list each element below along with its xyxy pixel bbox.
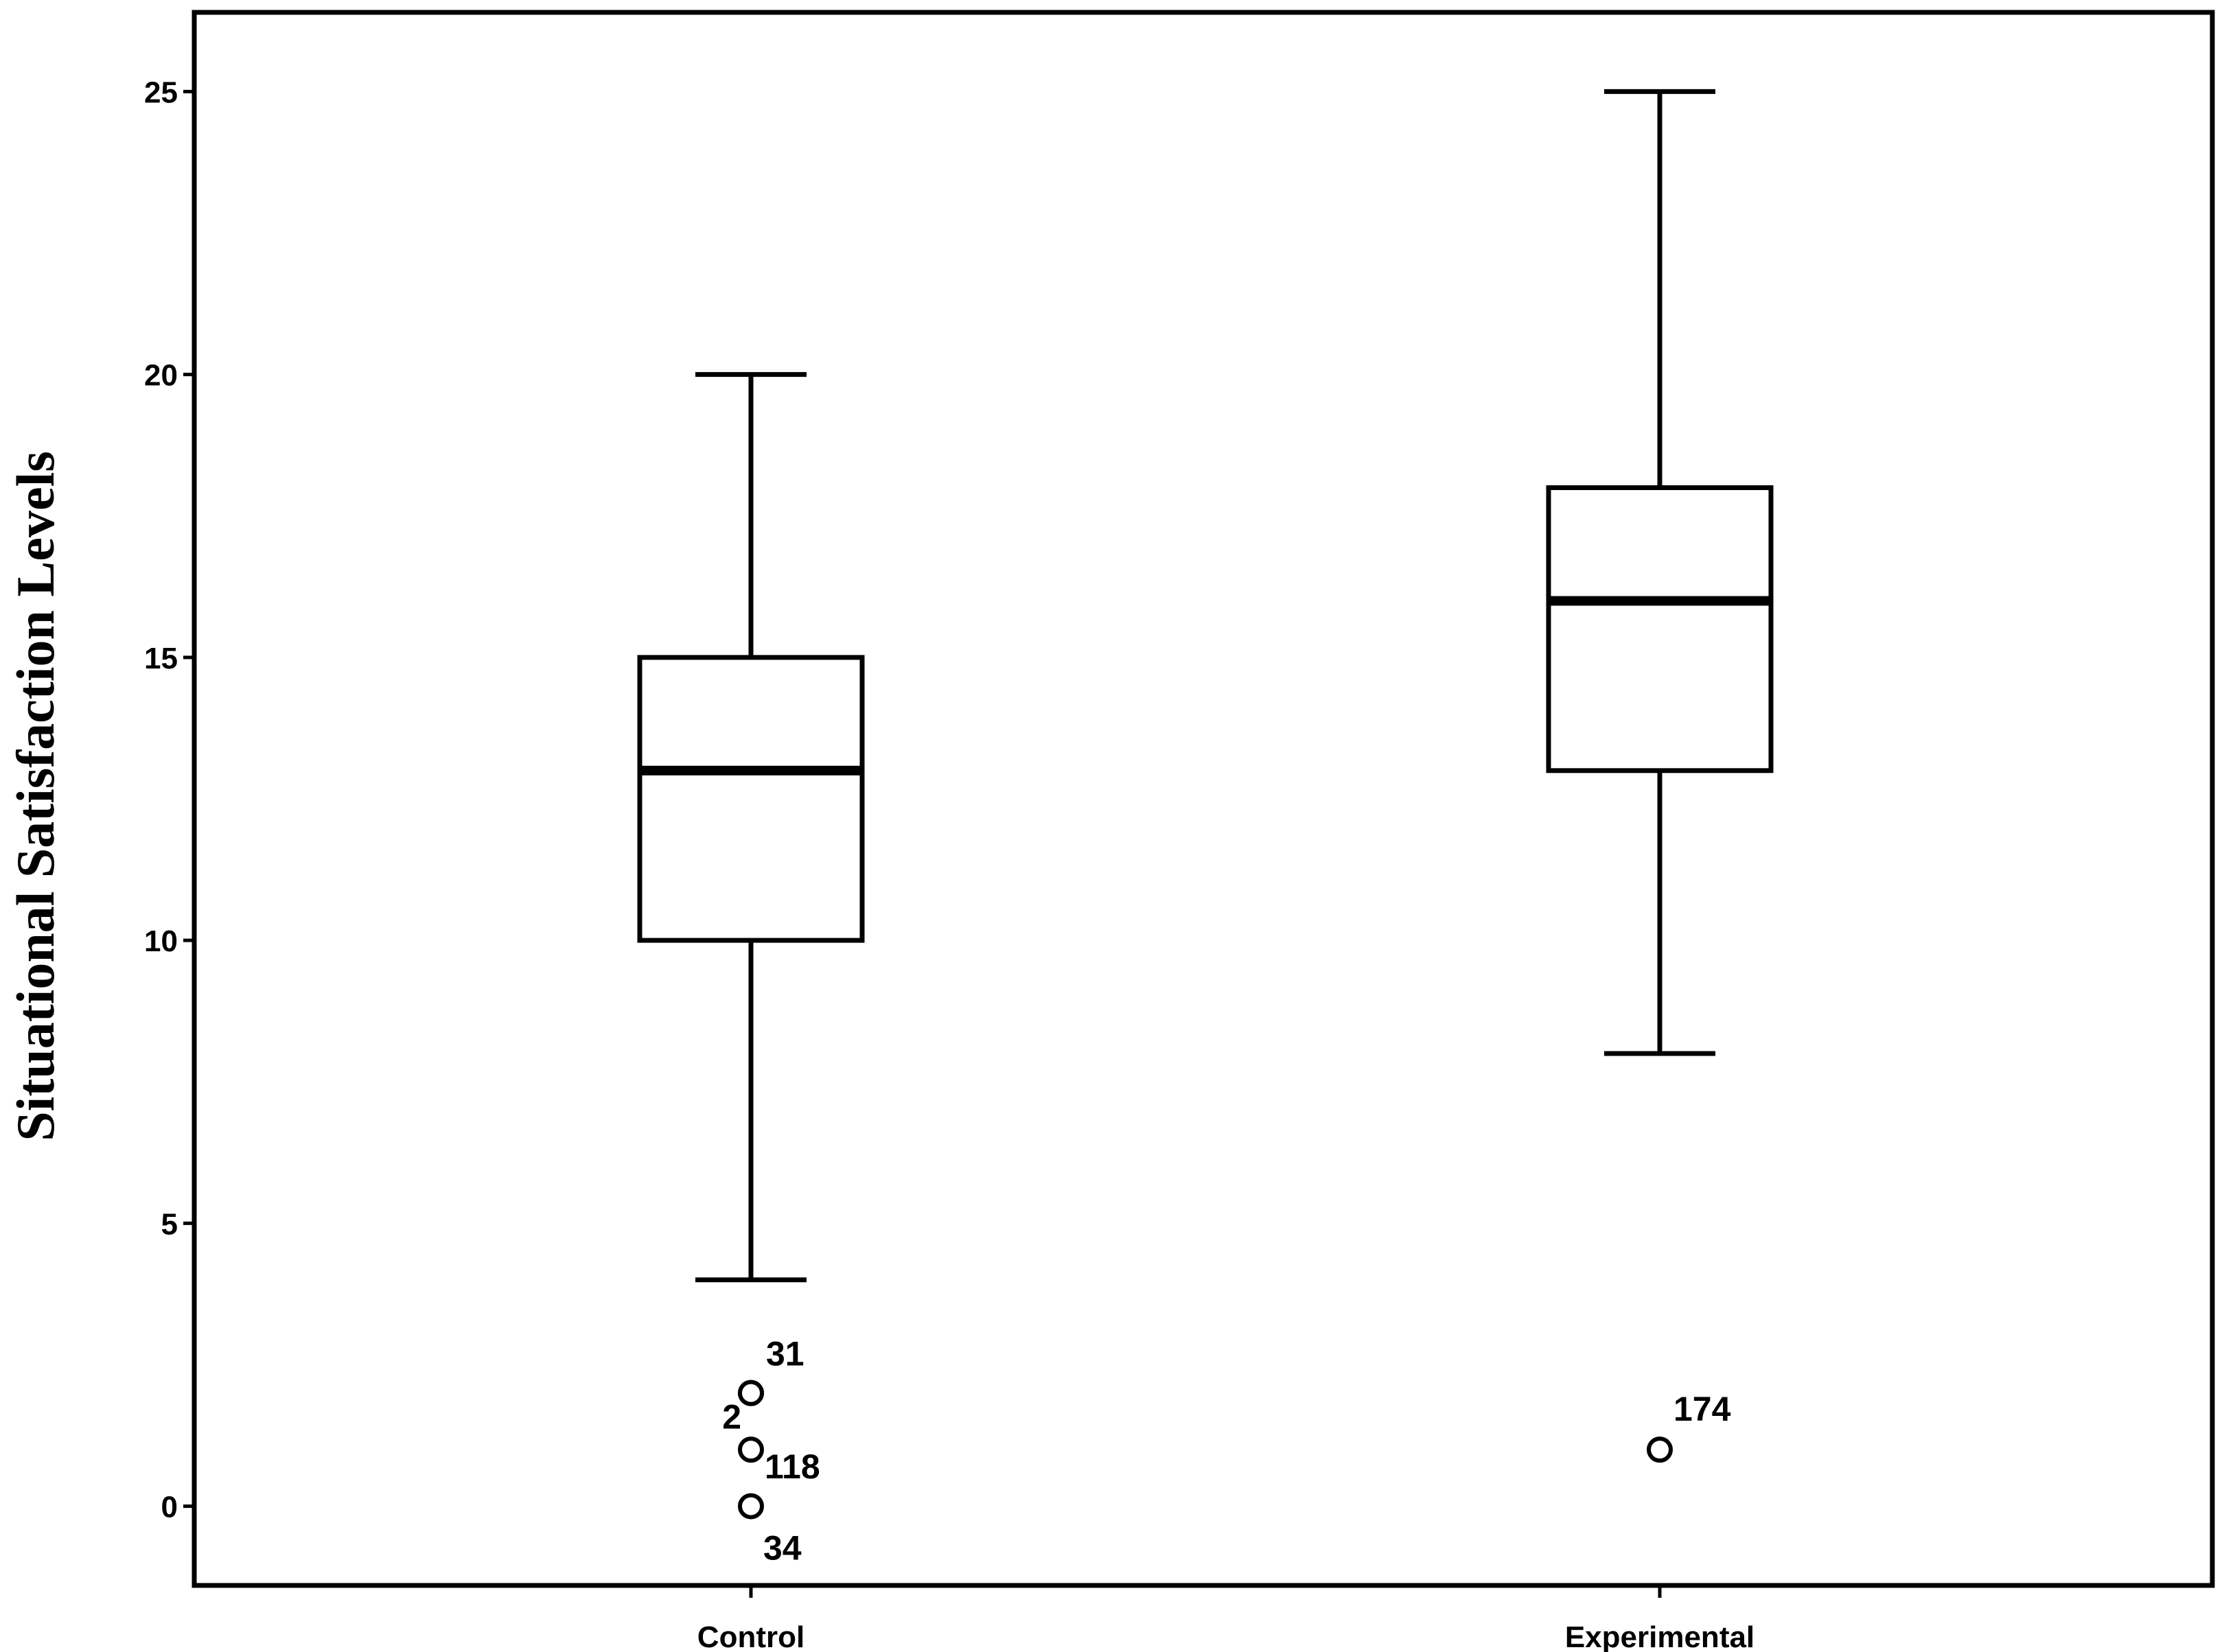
y-axis: 0 5 10 15 20 25: [144, 75, 194, 1524]
y-tick-label: 20: [144, 359, 178, 393]
y-tick-label: 0: [161, 1491, 178, 1524]
outlier-label: 174: [1673, 1390, 1731, 1428]
y-tick-label: 25: [144, 75, 178, 109]
x-tick-label: Experimental: [1565, 1620, 1754, 1652]
iqr-box: [1546, 485, 1774, 773]
outlier-label: 31: [766, 1335, 804, 1373]
boxes-layer: 31 2 118 34 174: [637, 89, 1774, 1568]
outlier-point: [738, 1493, 764, 1520]
y-tick-label: 5: [161, 1207, 178, 1241]
y-axis-title: Situational Satisfaction Levels: [5, 451, 65, 1141]
outlier-label: 34: [763, 1529, 802, 1568]
outlier-point: [1647, 1436, 1673, 1463]
y-tick-label: 15: [144, 642, 178, 675]
outlier-label: 118: [765, 1447, 820, 1486]
iqr-box: [637, 655, 865, 943]
box-group: 174: [1546, 89, 1774, 1463]
outlier-point: [738, 1436, 764, 1463]
outlier-point: [738, 1380, 764, 1406]
outlier-label: 2: [722, 1398, 741, 1436]
plot-frame: [192, 10, 2215, 1588]
box-group: 31 2 118 34: [637, 372, 865, 1568]
x-axis: Control Experimental: [697, 1585, 1754, 1652]
y-tick-label: 10: [144, 924, 178, 958]
x-tick-label: Control: [697, 1620, 804, 1652]
